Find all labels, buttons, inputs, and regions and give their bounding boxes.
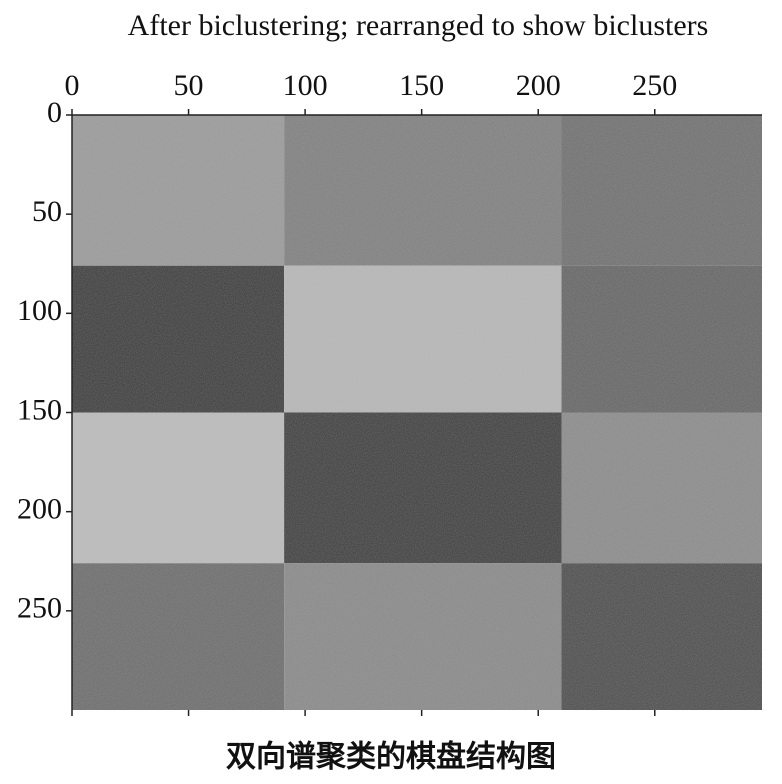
caption: 双向谱聚类的棋盘结构图 bbox=[226, 740, 556, 775]
chart-title: After biclustering; rearranged to show b… bbox=[128, 9, 709, 42]
y-tick-label: 250 bbox=[17, 592, 62, 625]
x-tick-label: 200 bbox=[516, 69, 561, 102]
y-tick-label: 200 bbox=[17, 493, 62, 526]
y-tick-label: 50 bbox=[32, 195, 62, 228]
y-tick-label: 150 bbox=[17, 393, 62, 426]
x-tick-label: 50 bbox=[174, 69, 204, 102]
x-tick-label: 100 bbox=[283, 69, 328, 102]
y-tick-label: 0 bbox=[47, 96, 62, 129]
x-tick-label: 150 bbox=[399, 69, 444, 102]
x-tick-label: 250 bbox=[632, 69, 677, 102]
noise-overlay bbox=[72, 115, 762, 710]
x-tick-label: 0 bbox=[65, 69, 80, 102]
y-tick-label: 100 bbox=[17, 294, 62, 327]
axes: 0 50 100 150 200 250 0 50 100 150 200 250 bbox=[17, 69, 762, 716]
